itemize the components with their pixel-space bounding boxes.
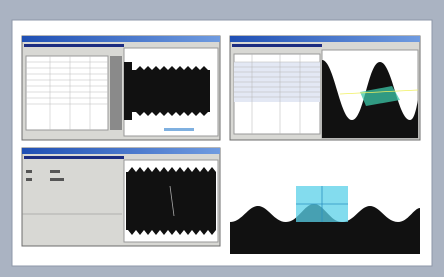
window-bottom-left [22, 148, 220, 246]
window-top-right [230, 36, 420, 140]
title-bar [230, 36, 420, 42]
title-bar [22, 148, 220, 154]
page: (() => { const data = JSON.parse(documen… [0, 0, 444, 277]
data-table [26, 56, 108, 130]
screenshot [0, 0, 444, 277]
title-bar [22, 36, 220, 42]
window-top-left [22, 36, 220, 140]
